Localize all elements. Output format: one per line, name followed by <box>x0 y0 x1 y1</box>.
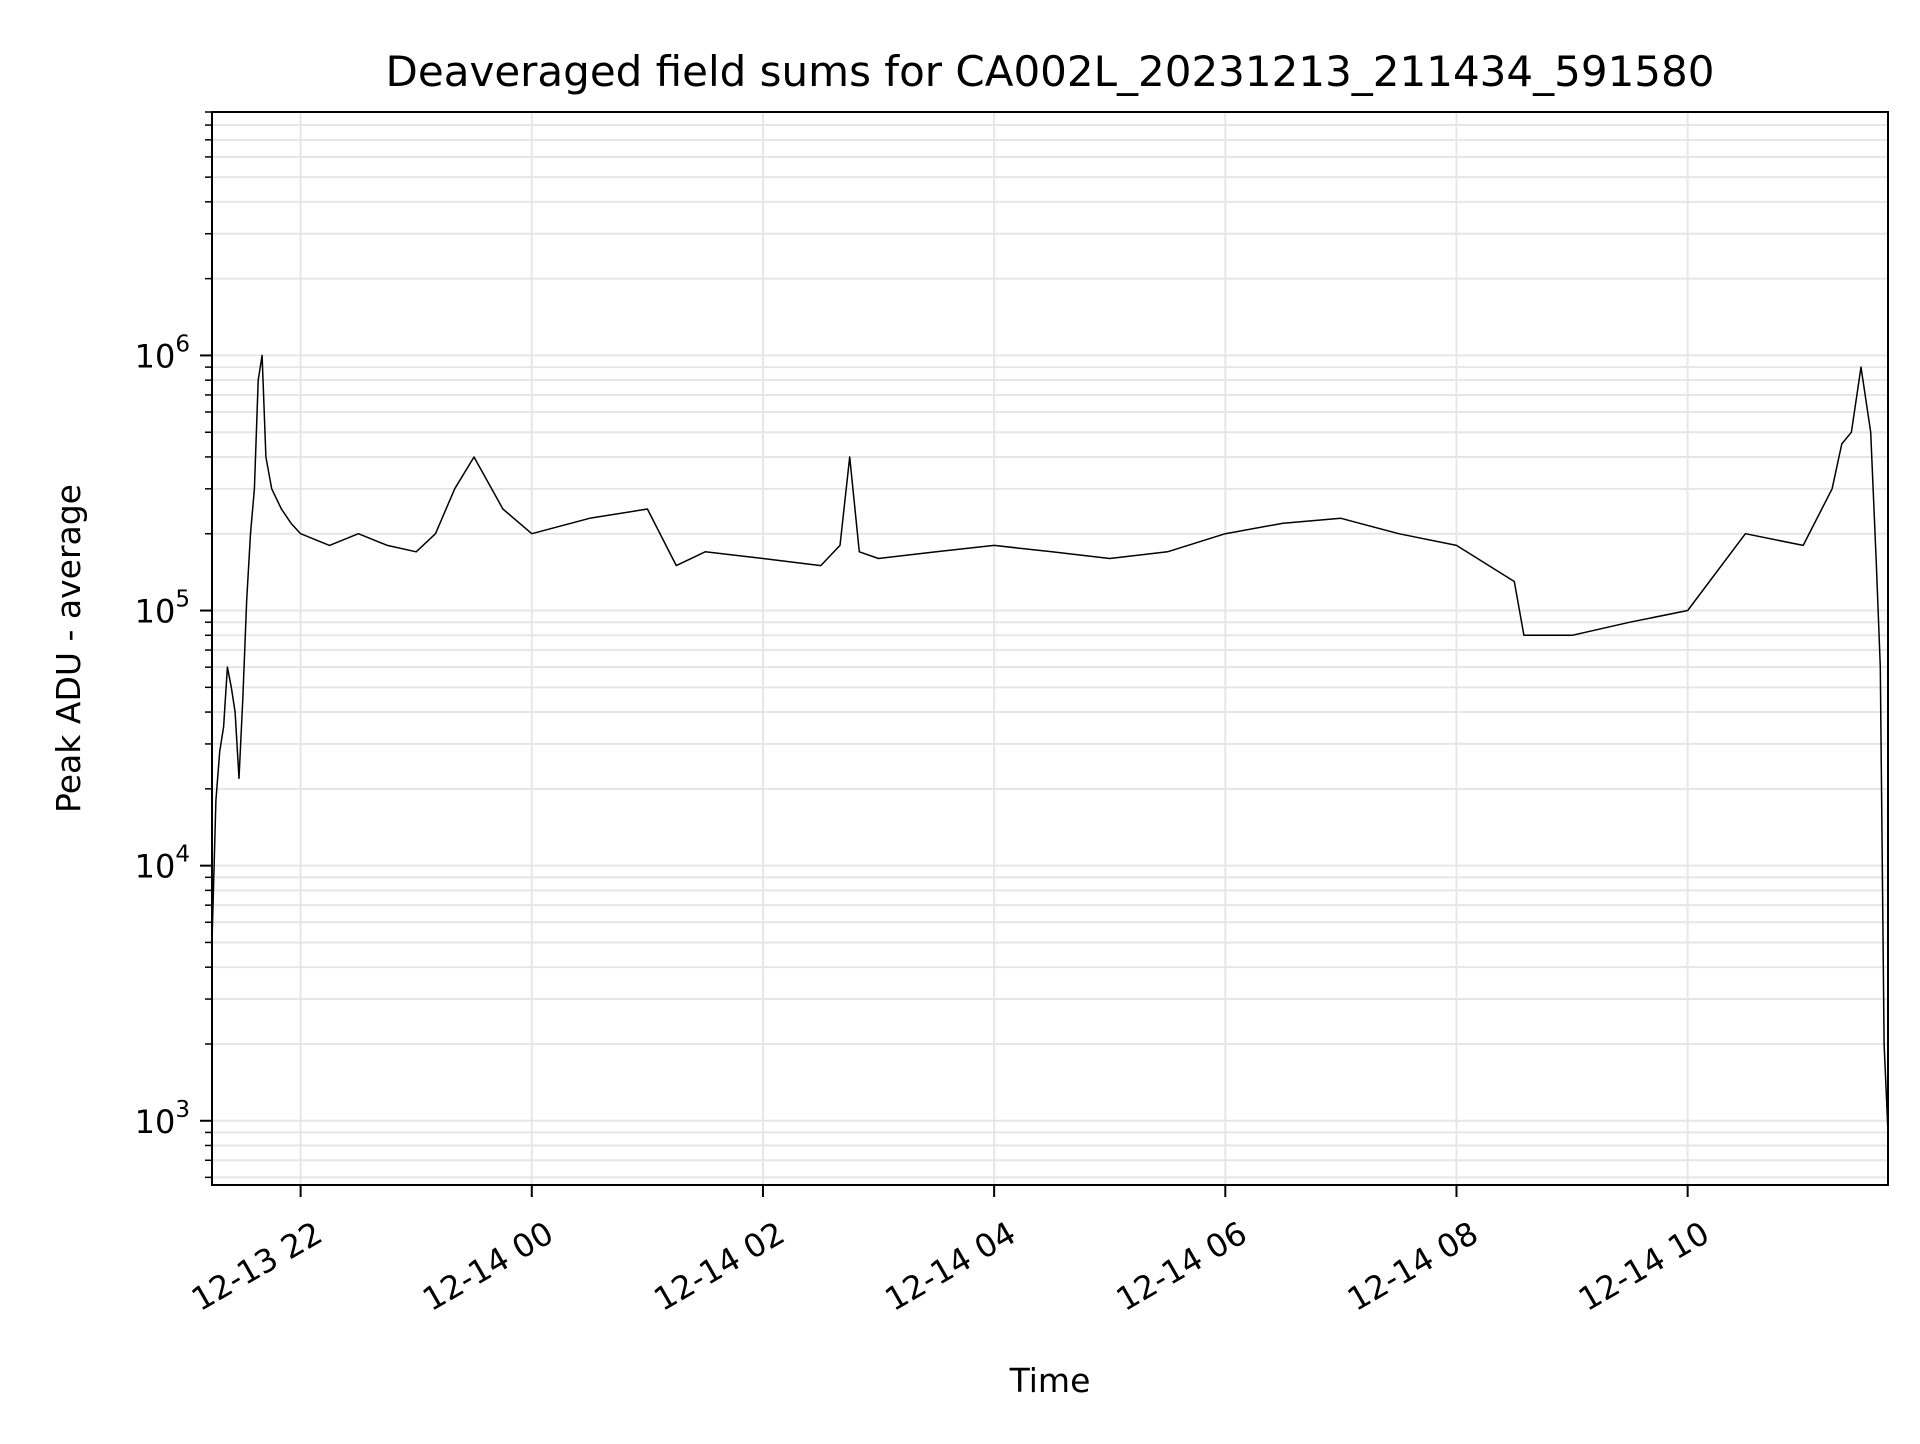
grid <box>212 111 1888 1185</box>
y-axis-label: Peak ADU - average <box>49 484 88 813</box>
y-tick-label: 106 <box>135 331 190 375</box>
x-axis-label: Time <box>1009 1361 1091 1400</box>
plot-frame <box>211 111 1889 1186</box>
data-series <box>212 354 1888 1133</box>
y-tick-label: 103 <box>135 1097 190 1141</box>
chart-title: Deaveraged field sums for CA002L_2023121… <box>386 47 1715 96</box>
series-line <box>212 354 1888 1133</box>
y-tick-label: 105 <box>135 587 190 631</box>
y-tick-label: 104 <box>135 842 190 886</box>
